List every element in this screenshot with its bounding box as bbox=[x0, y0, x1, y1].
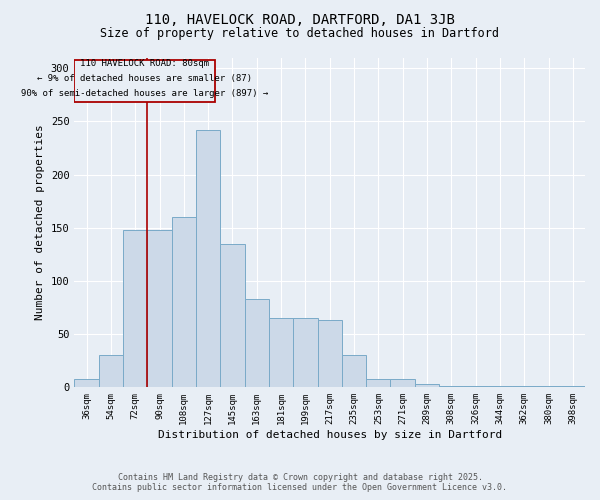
Bar bbox=[536, 386, 560, 388]
Bar bbox=[342, 356, 366, 388]
Text: 110 HAVELOCK ROAD: 80sqm: 110 HAVELOCK ROAD: 80sqm bbox=[80, 60, 209, 68]
Text: 90% of semi-detached houses are larger (897) →: 90% of semi-detached houses are larger (… bbox=[21, 89, 269, 98]
Bar bbox=[245, 299, 269, 388]
Bar bbox=[269, 318, 293, 388]
Bar bbox=[415, 384, 439, 388]
Bar bbox=[488, 386, 512, 388]
Bar bbox=[560, 386, 585, 388]
Bar bbox=[172, 217, 196, 388]
Text: ← 9% of detached houses are smaller (87): ← 9% of detached houses are smaller (87) bbox=[37, 74, 253, 82]
Y-axis label: Number of detached properties: Number of detached properties bbox=[35, 124, 45, 320]
Text: Size of property relative to detached houses in Dartford: Size of property relative to detached ho… bbox=[101, 28, 499, 40]
X-axis label: Distribution of detached houses by size in Dartford: Distribution of detached houses by size … bbox=[158, 430, 502, 440]
Bar bbox=[439, 386, 463, 388]
Text: 110, HAVELOCK ROAD, DARTFORD, DA1 3JB: 110, HAVELOCK ROAD, DARTFORD, DA1 3JB bbox=[145, 12, 455, 26]
Text: Contains HM Land Registry data © Crown copyright and database right 2025.
Contai: Contains HM Land Registry data © Crown c… bbox=[92, 473, 508, 492]
Bar bbox=[391, 379, 415, 388]
Bar bbox=[74, 60, 215, 102]
Bar bbox=[148, 230, 172, 388]
Bar bbox=[123, 230, 148, 388]
Bar bbox=[293, 318, 317, 388]
Bar bbox=[220, 244, 245, 388]
Bar bbox=[99, 356, 123, 388]
Bar bbox=[463, 386, 488, 388]
Bar bbox=[317, 320, 342, 388]
Bar bbox=[74, 379, 99, 388]
Bar bbox=[512, 386, 536, 388]
Bar bbox=[196, 130, 220, 388]
Bar bbox=[366, 379, 391, 388]
